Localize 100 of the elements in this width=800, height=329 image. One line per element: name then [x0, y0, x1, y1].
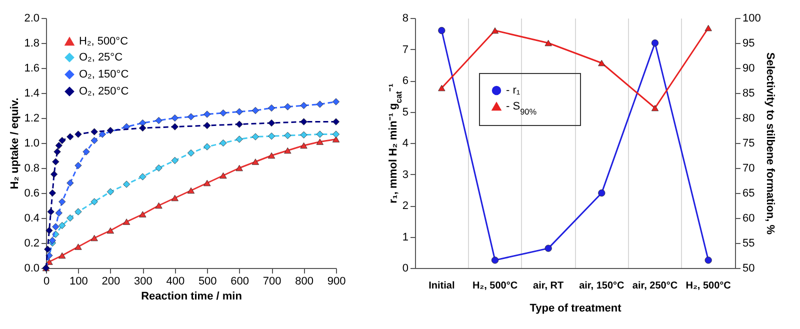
point [300, 118, 308, 126]
y-tick-label: 8 [402, 12, 408, 24]
point [44, 246, 52, 253]
point [171, 123, 178, 130]
y-tick-label: 3 [402, 168, 408, 181]
point [139, 124, 146, 132]
point [48, 236, 56, 244]
point [316, 130, 324, 138]
point [704, 256, 712, 264]
point [155, 116, 162, 124]
point [55, 142, 62, 150]
x-tick-label: 500 [198, 276, 217, 288]
y-tick-label: 1 [402, 231, 408, 244]
x-axis-title: Type of treatment [530, 302, 622, 314]
point [106, 188, 114, 196]
point [651, 104, 659, 112]
point [491, 256, 499, 264]
point [204, 143, 211, 150]
x-tick-label: air, 150°C [579, 280, 624, 292]
x-tick-label: 200 [102, 276, 120, 288]
point [438, 26, 446, 34]
point [332, 136, 340, 142]
point [332, 98, 340, 106]
point [187, 113, 195, 120]
point [171, 156, 178, 164]
y-tick-label: 0.0 [24, 262, 40, 274]
legend-label: O₂, 250°C [79, 86, 129, 98]
point [106, 227, 114, 234]
x-tick-label: 900 [327, 276, 346, 288]
y-tick-label: 2 [402, 200, 408, 212]
y-tick-label: 0.4 [24, 212, 40, 224]
point [544, 40, 552, 46]
y-tick-label: 1.8 [24, 38, 40, 50]
point [300, 142, 308, 149]
point [236, 120, 243, 128]
point [123, 218, 130, 225]
point [48, 189, 56, 197]
point [106, 126, 114, 134]
point [139, 211, 146, 218]
point [316, 100, 324, 108]
y2-tick-label: 90 [742, 62, 755, 74]
point [268, 132, 276, 140]
y-tick-label: 6 [402, 75, 408, 87]
point [58, 252, 66, 259]
point [187, 149, 195, 157]
y-tick-label: 5 [402, 106, 408, 118]
x-tick-label: 600 [230, 276, 250, 288]
point [98, 130, 106, 138]
point [268, 104, 276, 112]
x-tick-label: 700 [262, 276, 282, 288]
point [598, 189, 606, 197]
x-tick-label: H₂, 500°C [472, 280, 518, 292]
point [491, 27, 499, 34]
point [204, 122, 211, 130]
point [123, 180, 130, 188]
point [544, 244, 552, 252]
point [268, 152, 276, 159]
y2-tick-label: 70 [742, 162, 755, 174]
y2-tick-label: 95 [742, 38, 755, 50]
x-tick-label: air, 250°C [632, 280, 678, 292]
y-tick-label: 0.8 [24, 162, 40, 174]
point [268, 119, 276, 127]
y2-tick-label: 85 [742, 88, 755, 100]
point [204, 180, 211, 186]
y2-axis-title: Selectivity to stilbene formation, % [764, 52, 776, 235]
point [316, 138, 324, 145]
y2-tick-label: 50 [742, 262, 755, 274]
point [52, 223, 60, 230]
point [204, 110, 211, 118]
point [332, 118, 340, 126]
y-tick-label: 2.0 [24, 12, 40, 24]
point [284, 132, 292, 140]
point [155, 202, 162, 209]
point [74, 162, 82, 170]
x-tick-label: 800 [295, 276, 314, 288]
y-tick-label: 1.6 [24, 62, 40, 74]
x-tick-label: 0 [43, 276, 50, 288]
legend-label: O₂, 25°C [79, 52, 123, 64]
point [74, 130, 82, 138]
point [90, 234, 98, 242]
point [54, 148, 61, 156]
y-tick-label: 7 [402, 44, 408, 56]
y-tick-label: 1.2 [24, 112, 40, 124]
x-tick-label: 100 [70, 276, 88, 288]
legend-label: O₂, 150°C [79, 68, 129, 80]
y2-tick-label: 75 [742, 138, 755, 150]
point [82, 148, 90, 156]
y2-tick-label: 65 [742, 188, 755, 200]
point [284, 103, 292, 110]
point [155, 164, 162, 172]
point [52, 158, 60, 166]
legend-label: H₂, 500°C [79, 36, 128, 48]
point [252, 106, 259, 114]
legend-label: - r₁ [506, 84, 520, 96]
point [55, 209, 62, 217]
point [438, 84, 446, 92]
x-tick-label: air, RT [533, 280, 564, 292]
point [252, 133, 259, 140]
point [300, 102, 308, 110]
point [220, 109, 227, 117]
